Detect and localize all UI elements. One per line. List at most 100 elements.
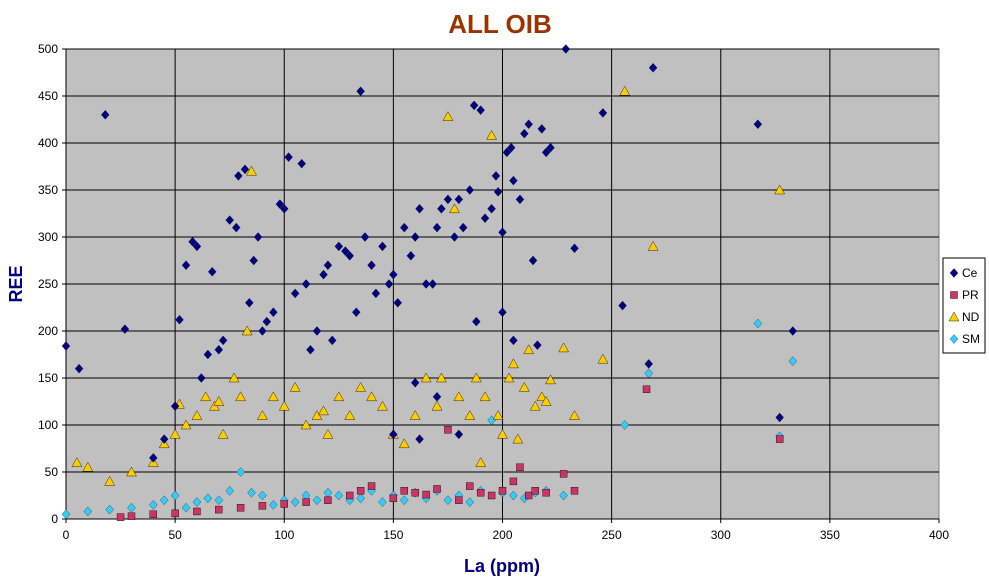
point-ce bbox=[323, 260, 333, 270]
point-pr bbox=[302, 498, 310, 506]
point-ce bbox=[389, 269, 398, 280]
point-nd bbox=[278, 400, 290, 411]
point-pr bbox=[389, 494, 398, 503]
legend-label-nd: ND bbox=[962, 310, 980, 324]
point-pr bbox=[356, 487, 365, 495]
point-sm bbox=[160, 495, 169, 505]
point-pr bbox=[487, 491, 496, 500]
point-sm bbox=[312, 495, 322, 505]
point-ce bbox=[188, 236, 197, 247]
point-nd bbox=[619, 85, 631, 96]
legend-marker-sm bbox=[949, 334, 959, 344]
point-ce bbox=[214, 345, 223, 355]
point-ce bbox=[384, 279, 394, 289]
point-ce bbox=[775, 412, 784, 423]
point-ce bbox=[432, 222, 442, 233]
point-sm bbox=[192, 497, 202, 507]
legend-label-sm: SM bbox=[962, 332, 980, 346]
point-nd bbox=[540, 396, 552, 406]
point-sm bbox=[83, 506, 93, 517]
point-ce bbox=[509, 175, 518, 186]
point-nd bbox=[246, 165, 257, 176]
series-pr bbox=[116, 385, 784, 521]
point-pr bbox=[542, 488, 550, 497]
point-ce bbox=[450, 232, 459, 242]
point-sm bbox=[149, 500, 158, 510]
axes: 0 50 100 150 200 250 300 350 400 0 50 100 150 200 250 3… bbox=[38, 42, 949, 542]
point-ce bbox=[232, 222, 241, 233]
point-ce bbox=[352, 307, 361, 317]
point-ce bbox=[61, 341, 71, 351]
point-sm bbox=[334, 490, 344, 501]
point-pr bbox=[400, 487, 408, 495]
point-ce bbox=[753, 119, 763, 129]
point-pr bbox=[367, 482, 376, 490]
point-pr bbox=[171, 509, 179, 518]
point-pr bbox=[570, 487, 579, 495]
point-nd bbox=[464, 410, 476, 420]
point-ce bbox=[415, 434, 424, 444]
point-nd bbox=[300, 419, 312, 430]
point-ce bbox=[541, 147, 551, 158]
point-sm bbox=[753, 318, 763, 329]
point-ce bbox=[356, 86, 365, 97]
point-ce bbox=[389, 429, 398, 440]
point-ce bbox=[74, 363, 84, 374]
y-tick-label: 450 bbox=[38, 89, 58, 103]
point-nd bbox=[503, 372, 515, 383]
point-ce bbox=[415, 204, 424, 214]
point-nd bbox=[104, 475, 115, 486]
chart-title: ALL OIB bbox=[448, 9, 552, 39]
point-pr bbox=[116, 513, 125, 521]
point-sm bbox=[509, 490, 518, 501]
point-ce bbox=[598, 108, 608, 118]
point-pr bbox=[127, 512, 136, 520]
point-ce bbox=[454, 429, 464, 440]
point-ce bbox=[269, 307, 278, 317]
point-ce bbox=[149, 453, 158, 463]
y-tick-label: 350 bbox=[38, 183, 58, 197]
point-pr bbox=[258, 502, 267, 510]
point-nd bbox=[479, 391, 491, 401]
y-tick-label: 100 bbox=[38, 418, 58, 432]
point-nd bbox=[486, 130, 497, 140]
point-sm bbox=[620, 420, 629, 430]
y-tick-label: 250 bbox=[38, 277, 58, 291]
x-tick-label: 150 bbox=[383, 528, 403, 542]
point-ce bbox=[203, 349, 213, 360]
point-nd bbox=[267, 391, 279, 401]
x-tick-label: 50 bbox=[168, 528, 182, 542]
x-tick-label: 300 bbox=[711, 528, 731, 542]
point-nd bbox=[191, 410, 203, 420]
point-ce bbox=[245, 298, 254, 308]
point-nd bbox=[257, 410, 268, 420]
point-pr bbox=[524, 491, 533, 500]
point-ce bbox=[406, 251, 416, 261]
y-tick-label: 300 bbox=[38, 230, 58, 244]
legend-box bbox=[942, 257, 986, 354]
point-nd bbox=[235, 391, 246, 401]
point-pr bbox=[422, 490, 430, 499]
point-sm bbox=[203, 493, 213, 504]
point-ce bbox=[280, 204, 289, 214]
point-nd bbox=[475, 457, 487, 467]
x-tick-label: 200 bbox=[492, 528, 512, 542]
point-ce bbox=[284, 152, 293, 162]
point-sm bbox=[258, 490, 267, 501]
point-nd bbox=[536, 391, 548, 401]
point-sm bbox=[105, 504, 114, 515]
point-nd bbox=[82, 461, 94, 472]
point-ce bbox=[334, 241, 344, 252]
point-ce bbox=[101, 110, 110, 120]
point-pr bbox=[509, 477, 518, 486]
point-ce bbox=[498, 307, 507, 317]
point-ce bbox=[465, 185, 474, 195]
point-nd bbox=[318, 405, 329, 416]
point-ce bbox=[644, 359, 653, 369]
point-nd bbox=[241, 325, 253, 336]
point-sm bbox=[127, 502, 136, 513]
legend: Ce PR ND SM bbox=[942, 257, 986, 354]
point-nd bbox=[558, 342, 569, 353]
x-tick-label: 250 bbox=[602, 528, 622, 542]
